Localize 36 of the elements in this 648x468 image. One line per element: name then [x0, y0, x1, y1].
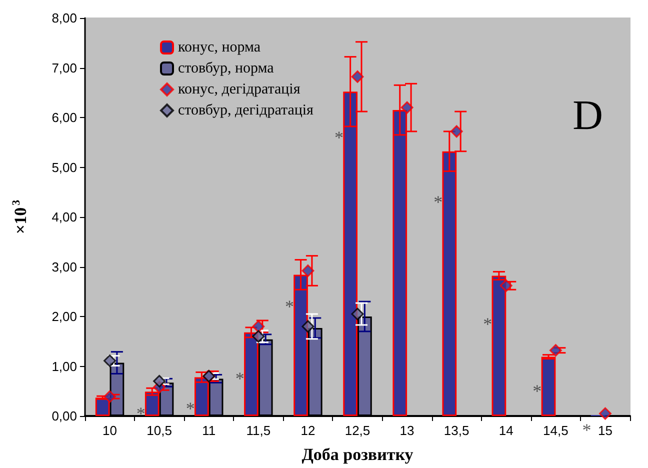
y-tick-label: 8,00 [52, 10, 77, 26]
x-tick-label: 14 [498, 423, 514, 438]
y-tick-label: 7,00 [52, 60, 77, 76]
annotation: * [136, 404, 146, 424]
x-tick-label: 11 [202, 423, 216, 438]
x-tick-label: 12 [300, 423, 316, 438]
annotation: * [483, 314, 492, 334]
x-axis-title: Доба розвитку [302, 445, 414, 464]
x-tick-label: 10,5 [146, 423, 172, 438]
annotation: D [572, 93, 604, 139]
annotation: * [186, 398, 195, 419]
x-tick-label: 14,5 [543, 423, 568, 438]
y-tick-label: 0,00 [52, 408, 77, 424]
x-tick-label: 15 [598, 423, 612, 438]
legend-label: конус, норма [178, 40, 261, 56]
x-tick-label: 10 [102, 423, 118, 438]
x-tick-label: 11,5 [246, 423, 271, 438]
y-axis-title: ×103 [10, 199, 30, 234]
y-tick-label: 6,00 [52, 110, 77, 125]
legend-label: стовбур, дегідратація [178, 102, 314, 118]
annotation: * [582, 420, 592, 440]
x-tick-label: 12,5 [344, 423, 370, 438]
annotation: * [284, 296, 294, 317]
y-tick-label: 3,00 [52, 259, 77, 274]
annotation: * [334, 127, 344, 148]
y-tick-label: 4,00 [52, 210, 77, 224]
legend-label: конус, дегідратація [178, 82, 300, 98]
x-tick-label: 13 [400, 423, 414, 438]
annotation: * [235, 368, 244, 389]
annotation: * [532, 381, 542, 402]
y-tick-label: 1,00 [52, 358, 77, 374]
legend-label: стовбур, норма [178, 60, 274, 76]
x-tick-label: 13,5 [444, 423, 470, 438]
annotation: * [434, 192, 443, 212]
y-tick-label: 5,00 [52, 160, 77, 175]
y-tick-label: 2,00 [52, 309, 77, 324]
